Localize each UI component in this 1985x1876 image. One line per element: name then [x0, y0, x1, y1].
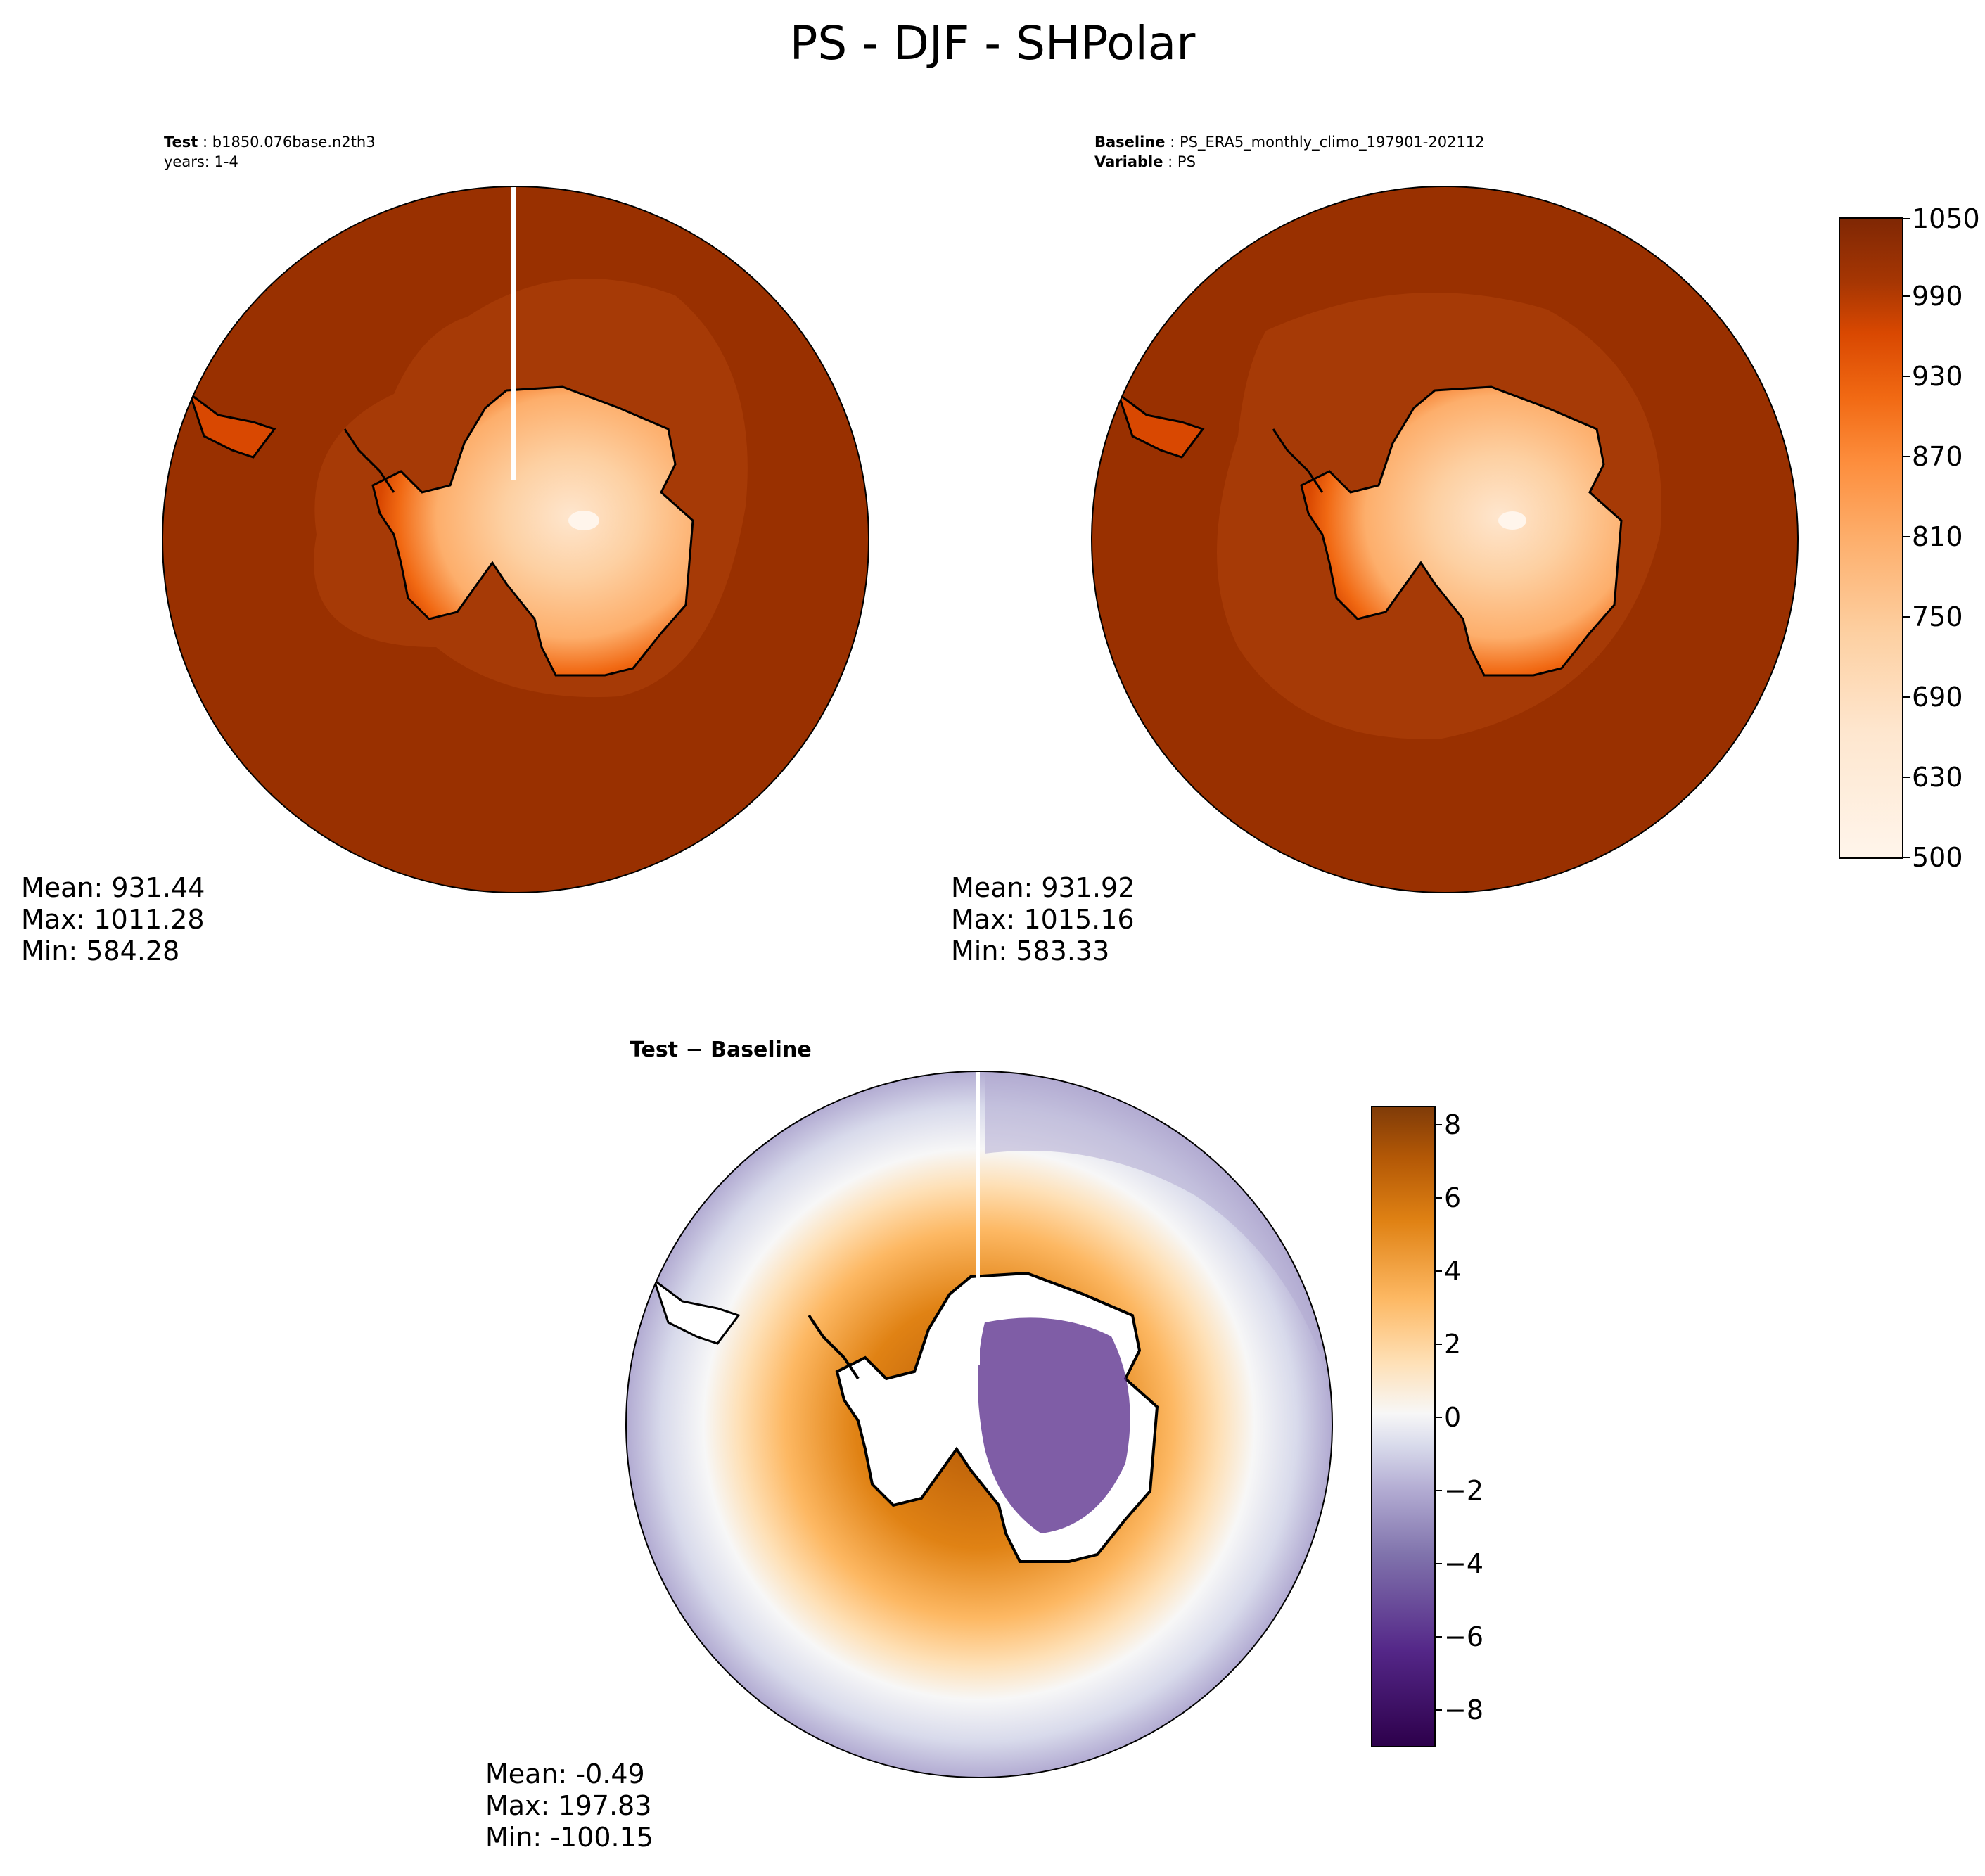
test-max: Max: 1011.28 [21, 904, 205, 935]
diff-colorbar [1371, 1106, 1436, 1747]
main-cb-tick-2: 690 [1912, 682, 1963, 713]
test-min: Min: 584.28 [21, 936, 180, 966]
diff-colorbar-ticks [1435, 1124, 1442, 1711]
main-cb-tick-3: 750 [1912, 601, 1963, 632]
main-cb-tick-0: 500 [1912, 842, 1963, 873]
test-peninsula [343, 428, 395, 493]
diff-cb-tick-3: 2 [1444, 1329, 1462, 1360]
diff-cb-tick-1: 6 [1444, 1182, 1462, 1213]
baseline-stats: Mean: 931.92 Max: 1015.16 Min: 583.33 [951, 872, 1135, 967]
baseline-variable: PS [1177, 153, 1196, 170]
main-colorbar-ticks [1903, 218, 1910, 858]
diff-cb-tick-5: −2 [1444, 1475, 1484, 1506]
main-cb-tick-8: 1050 [1912, 203, 1980, 234]
test-years: years: 1-4 [164, 153, 238, 170]
main-cb-tick-1: 630 [1912, 762, 1963, 793]
diff-title-minus: − [685, 1038, 703, 1062]
baseline-peninsula [1272, 428, 1324, 493]
test-mean: Mean: 931.44 [21, 872, 205, 903]
baseline-label: Baseline [1094, 134, 1166, 151]
diff-mean: Mean: -0.49 [485, 1759, 645, 1789]
test-map [162, 186, 869, 893]
baseline-mean: Mean: 931.92 [951, 872, 1135, 903]
diff-header: Test − Baseline [630, 1038, 812, 1062]
diff-stats: Mean: -0.49 Max: 197.83 Min: -100.15 [485, 1759, 653, 1853]
diff-cb-tick-8: −8 [1444, 1695, 1484, 1725]
figure-title: PS - DJF - SHPolar [789, 16, 1196, 70]
diff-negative-plateau [978, 1317, 1130, 1533]
main-cb-tick-5: 870 [1912, 441, 1963, 472]
test-map-border [162, 186, 869, 893]
baseline-dome [1498, 511, 1526, 530]
test-stats: Mean: 931.44 Max: 1011.28 Min: 584.28 [21, 872, 205, 967]
diff-max: Max: 197.83 [485, 1790, 652, 1821]
baseline-map-border [1091, 186, 1799, 893]
diff-map-border [625, 1071, 1333, 1778]
diff-peninsula [808, 1314, 860, 1380]
test-dome [568, 511, 599, 530]
baseline-header: Baseline : PS_ERA5_monthly_climo_197901-… [1094, 134, 1485, 170]
baseline-map [1092, 186, 1798, 893]
test-case: b1850.076base.n2th3 [212, 134, 376, 151]
diff-title-baseline: Baseline [710, 1038, 812, 1062]
baseline-south-america [1116, 390, 1205, 459]
diff-title-test: Test [630, 1038, 679, 1062]
main-cb-tick-4: 810 [1912, 521, 1963, 552]
diff-cb-tick-6: −4 [1444, 1548, 1484, 1579]
test-antarctica [371, 385, 694, 677]
baseline-max: Max: 1015.16 [951, 904, 1135, 935]
diff-cb-tick-7: −6 [1444, 1621, 1484, 1652]
test-header: Test : b1850.076base.n2th3 years: 1-4 [164, 134, 376, 170]
main-colorbar [1839, 217, 1903, 859]
diff-min: Min: -100.15 [485, 1822, 653, 1853]
main-cb-tick-6: 930 [1912, 361, 1963, 392]
diff-cb-tick-4: 0 [1444, 1402, 1462, 1433]
diff-cb-tick-0: 8 [1444, 1109, 1462, 1140]
test-south-america [188, 390, 276, 459]
diff-south-america [652, 1277, 741, 1345]
diff-seam [976, 1071, 980, 1365]
diff-cb-tick-2: 4 [1444, 1256, 1462, 1287]
main-cb-tick-7: 990 [1912, 281, 1963, 312]
test-label: Test [164, 134, 198, 151]
baseline-case: PS_ERA5_monthly_climo_197901-202112 [1179, 134, 1485, 151]
baseline-antarctica [1300, 385, 1623, 677]
test-seam [511, 186, 516, 480]
baseline-min: Min: 583.33 [951, 936, 1110, 966]
baseline-variable-label: Variable [1094, 153, 1163, 170]
